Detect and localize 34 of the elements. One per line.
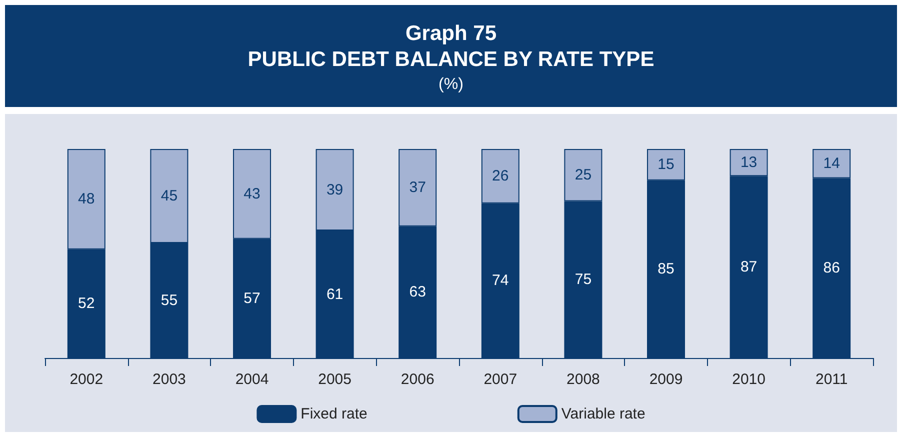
data-label: 26 (492, 168, 509, 185)
x-tick-label: 2008 (566, 371, 600, 388)
data-label: 86 (823, 260, 840, 277)
data-label: 52 (78, 295, 95, 312)
chart-title: Graph 75 PUBLIC DEBT BALANCE BY RATE TYPE (246, 21, 656, 73)
data-label: 61 (326, 286, 344, 303)
data-label: 75 (574, 271, 592, 288)
legend-label: Variable rate (561, 406, 646, 422)
data-label: 45 (160, 188, 178, 205)
data-label: 85 (658, 260, 674, 278)
data-label: 13 (740, 154, 758, 172)
data-label: 37 (409, 179, 426, 196)
x-tick-label: 2002 (70, 371, 104, 388)
x-tick-label: 2005 (318, 371, 352, 388)
x-tick-label: 2010 (732, 371, 766, 388)
x-tick-label: 2006 (400, 371, 434, 388)
data-label: 15 (658, 156, 674, 174)
legend-label: Fixed rate (300, 406, 368, 422)
data-label: 48 (78, 190, 95, 208)
data-label: 74 (492, 272, 509, 290)
x-tick-label: 2003 (152, 371, 186, 388)
data-label: 25 (574, 166, 592, 184)
data-label: 14 (823, 155, 840, 172)
data-label: 63 (409, 284, 426, 301)
data-label: 55 (160, 292, 178, 310)
data-label: 87 (740, 258, 758, 276)
x-tick-label: 2009 (649, 371, 683, 388)
data-label: 57 (244, 290, 260, 307)
x-tick-label: 2011 (815, 371, 848, 388)
x-tick-label: 2007 (484, 371, 518, 388)
data-label: 39 (326, 181, 344, 198)
x-tick-label: 2004 (235, 371, 269, 388)
chart-subtitle: (%) (438, 75, 464, 95)
data-label: 43 (244, 185, 260, 202)
